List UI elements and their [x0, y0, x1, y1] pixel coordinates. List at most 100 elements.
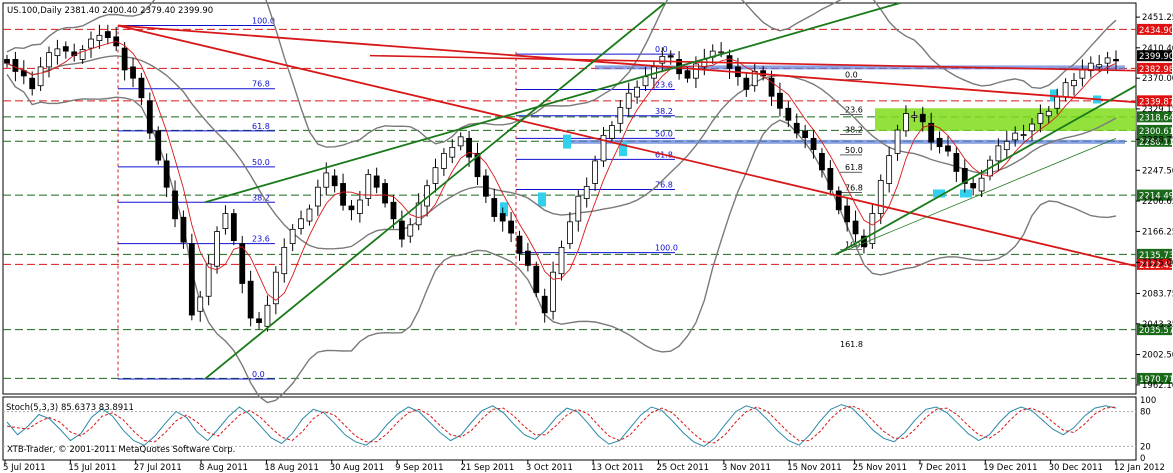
- candles: [4, 24, 1119, 332]
- highlight-zones: [500, 65, 1136, 217]
- time-axis: 5 Jul 2011 15 Jul 2011 27 Jul 2011 8 Aug 20…: [3, 460, 1165, 473]
- candle-body: [1045, 110, 1052, 117]
- price-tag-label: 2035.57: [1139, 326, 1173, 336]
- candle-body: [625, 92, 632, 109]
- price-tag-label: 2382.98: [1139, 65, 1173, 75]
- candle-body: [617, 107, 624, 124]
- candle-body: [961, 168, 968, 184]
- fib-left-label: 76.8: [252, 80, 270, 89]
- fib-left-label: 23.6: [252, 235, 270, 244]
- candle-body: [88, 38, 94, 49]
- candle-body: [609, 125, 615, 139]
- price-tick-label: 2370.00: [1142, 74, 1173, 84]
- price-tag-label: 1970.71: [1139, 375, 1173, 385]
- candle-body: [130, 66, 136, 79]
- trend-line: [834, 137, 1117, 256]
- candle-body: [592, 160, 599, 184]
- candle-body: [365, 174, 372, 199]
- candle-body: [508, 220, 514, 234]
- candle-body: [659, 55, 666, 64]
- candle-body: [163, 160, 170, 188]
- candle-body: [37, 66, 44, 87]
- candle-body: [1096, 64, 1103, 68]
- candle-body: [348, 205, 355, 211]
- candle-body: [281, 246, 288, 275]
- candle-body: [440, 152, 447, 169]
- highlight-marker: [619, 142, 627, 157]
- candle-body: [995, 145, 1002, 162]
- price-tick-label: 2329.15: [1142, 105, 1173, 115]
- candle-body: [491, 198, 498, 217]
- candle-body: [289, 228, 296, 245]
- candle-body: [146, 100, 153, 134]
- price-tag-label: 2135.73: [1139, 251, 1173, 261]
- price-tick-label: 2206.65: [1142, 197, 1173, 207]
- time-tick-label: 25 Nov 2011: [853, 463, 907, 473]
- candle-body: [516, 235, 523, 254]
- candle-body: [4, 58, 10, 64]
- time-tick-label: 15 Jul 2011: [68, 463, 116, 473]
- candle-body: [1071, 80, 1077, 87]
- candle-body: [1029, 123, 1035, 132]
- price-tag-label: 2300.61: [1139, 127, 1173, 137]
- candle-body: [323, 172, 330, 188]
- bollinger-upper: [6, 0, 1117, 148]
- candle-body: [482, 175, 489, 197]
- fib-right-label: 50.0: [845, 146, 863, 155]
- candle-body: [155, 130, 162, 161]
- candle-body: [382, 183, 388, 204]
- candle-body: [583, 186, 590, 199]
- fib-left-label: 50.0: [252, 158, 270, 167]
- candle-body: [432, 167, 439, 184]
- copyright-text: XTB-Trader, © 2001-2011 MetaQuotes Softw…: [7, 445, 235, 455]
- time-tick-label: 27 Jul 2011: [134, 463, 182, 473]
- candle-body: [1104, 57, 1111, 64]
- highlight-marker: [933, 189, 945, 198]
- time-tick-label: 19 Dec 2011: [983, 463, 1037, 473]
- fib-left-label: 61.8: [252, 122, 270, 131]
- candle-body: [978, 177, 985, 192]
- candle-body: [230, 213, 237, 242]
- price-tag-box: [1137, 248, 1172, 260]
- time-tick-label: 21 Sep 2011: [460, 463, 514, 473]
- candle-body: [474, 152, 481, 178]
- candle-body: [919, 113, 926, 123]
- candle-body: [79, 49, 86, 60]
- candle-body: [256, 318, 262, 323]
- candle-body: [844, 205, 851, 223]
- candle-body: [407, 224, 414, 237]
- price-tag-label: 2318.64: [1139, 113, 1173, 123]
- candle-body: [62, 46, 69, 52]
- price-axis: 2451.25 2410.40 2370.00 2329.15 2288.75 2247.…: [1136, 13, 1173, 391]
- time-tick-label: 18 Aug 2011: [264, 463, 318, 473]
- price-tag-box: [1137, 258, 1172, 270]
- candle-body: [1087, 62, 1094, 72]
- candle-body: [1062, 82, 1069, 98]
- candle-body: [415, 202, 422, 226]
- trend-line: [369, 54, 1137, 72]
- candle-body: [373, 175, 380, 188]
- time-tick-label: 12 Jan 2012: [1114, 463, 1165, 473]
- candle-body: [340, 183, 346, 206]
- price-tag-label: 2339.87: [1139, 97, 1173, 107]
- oscillator-tick-label: 100: [1140, 396, 1156, 406]
- candle-body: [903, 113, 909, 132]
- candle-body: [180, 216, 187, 243]
- candle-body: [197, 296, 204, 312]
- candle-body: [550, 271, 556, 312]
- time-tick-label: 3 Nov 2011: [722, 463, 771, 473]
- candle-body: [567, 221, 573, 245]
- price-tag-label: 2122.43: [1139, 261, 1173, 271]
- candle-body: [104, 31, 111, 38]
- fib-mid-label: 0.0: [655, 45, 668, 54]
- candle-body: [188, 243, 195, 316]
- price-tag-label: 2434.90: [1139, 26, 1173, 36]
- candle-body: [600, 134, 607, 162]
- price-tag-label: 2399.90: [1139, 52, 1173, 62]
- fib-right-label: 61.8: [845, 163, 863, 172]
- fib-mid-label: 23.6: [655, 80, 673, 89]
- candle-body: [390, 201, 397, 220]
- candle-body: [298, 218, 304, 229]
- fib-left-label: 100.0: [252, 17, 275, 26]
